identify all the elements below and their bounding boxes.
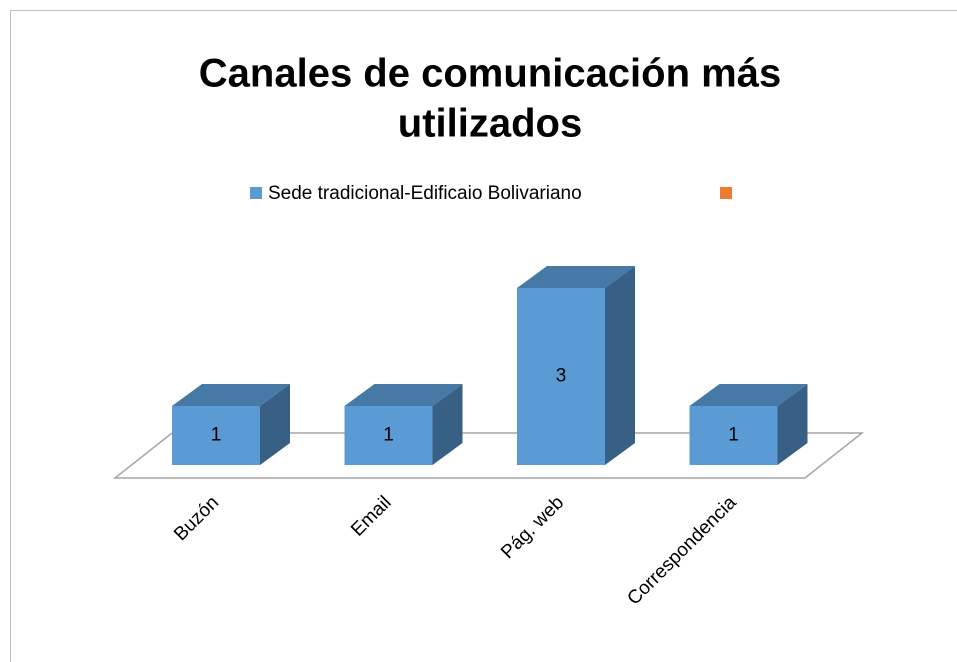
bar-top bbox=[172, 384, 290, 406]
bar bbox=[172, 406, 260, 465]
bar-top bbox=[517, 266, 635, 288]
data-label: 1 bbox=[211, 425, 222, 446]
bar-top bbox=[689, 384, 808, 406]
bar bbox=[517, 288, 605, 465]
bar bbox=[689, 406, 778, 465]
chart-frame bbox=[10, 10, 957, 662]
chart-title: utilizados bbox=[398, 102, 582, 146]
bar bbox=[344, 406, 433, 465]
bar-side bbox=[605, 266, 635, 465]
x-tick-label: Email bbox=[347, 492, 395, 540]
legend-swatch bbox=[720, 187, 732, 199]
x-tick-label: Pág. web bbox=[497, 492, 568, 563]
chart-title: Canales de comunicación más bbox=[199, 52, 781, 96]
data-label: 3 bbox=[556, 366, 567, 387]
bar-side bbox=[432, 384, 463, 465]
legend-label: Sede tradicional-Edificaio Bolivariano bbox=[268, 183, 582, 204]
bar-side bbox=[260, 384, 290, 465]
bar-top bbox=[344, 384, 463, 406]
data-label: 1 bbox=[383, 425, 394, 446]
floor bbox=[112, 432, 865, 479]
data-label: 1 bbox=[728, 425, 739, 446]
x-tick-label: Buzón bbox=[170, 492, 223, 545]
x-tick-label: Correspondencia bbox=[623, 492, 740, 609]
legend-swatch bbox=[250, 187, 262, 199]
bar-side bbox=[777, 384, 808, 465]
